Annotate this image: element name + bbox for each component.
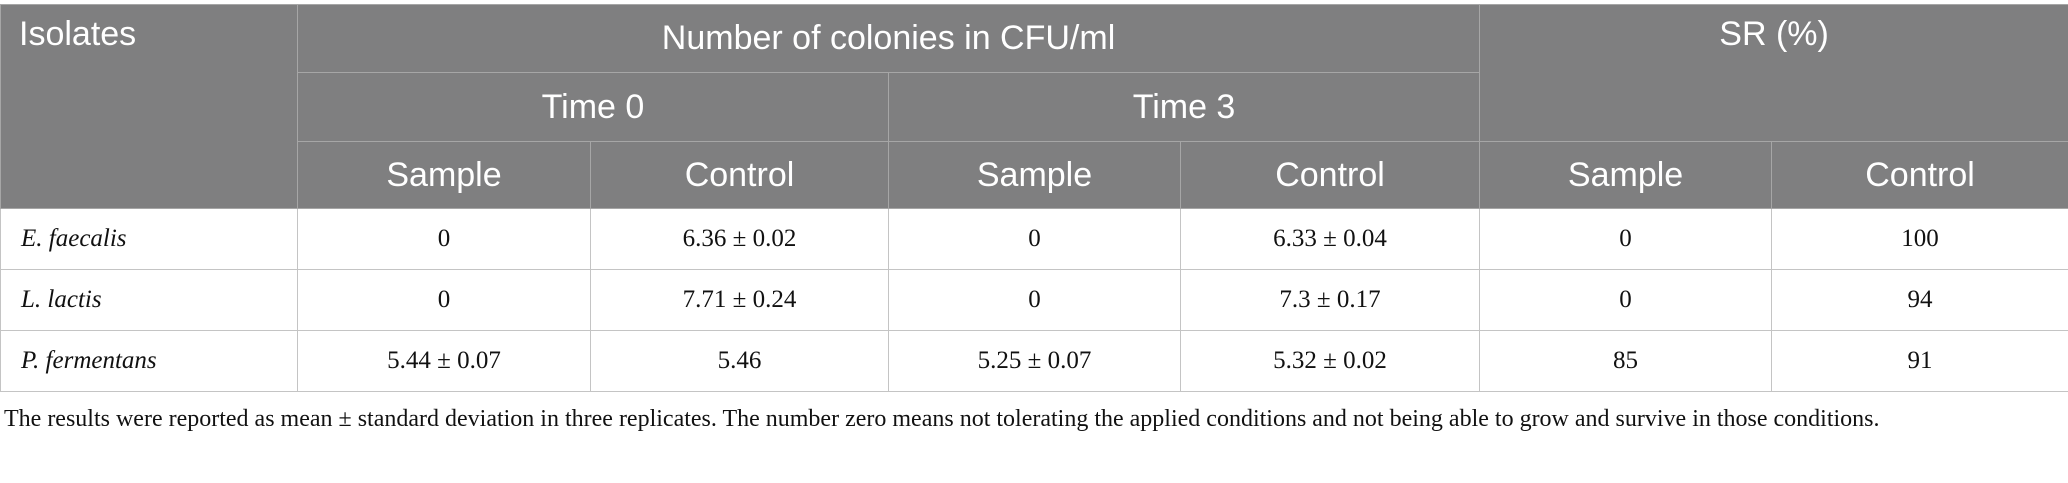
- header-cell: Time 3: [887, 72, 1481, 142]
- value-cell: 6.33 ± 0.04: [1179, 208, 1481, 270]
- table-header: Isolates Number of colonies in CFU/ml SR…: [0, 4, 2068, 209]
- table-row: E. faecalis 0 6.36 ± 0.02 0 6.33 ± 0.04 0 100: [0, 208, 2068, 270]
- value-cell: 0: [888, 208, 1181, 270]
- isolate-cell: L. lactis: [0, 269, 298, 331]
- value-cell: 91: [1771, 330, 2068, 392]
- header-cell: Control: [1771, 141, 2068, 209]
- header-cell: Sample: [888, 141, 1181, 209]
- isolate-cell: E. faecalis: [0, 208, 298, 270]
- value-cell: 0: [1479, 208, 1773, 270]
- value-cell: 5.46: [590, 330, 889, 392]
- value-cell: 5.32 ± 0.02: [1179, 330, 1481, 392]
- value-cell: 100: [1771, 208, 2068, 270]
- header-cell: SR (%): [1479, 4, 2068, 142]
- table-body: E. faecalis 0 6.36 ± 0.02 0 6.33 ± 0.04 0 100 L…: [0, 208, 2068, 392]
- table-row: P. fermentans 5.44 ± 0.07 5.46 5.25 ± 0.07 5…: [0, 330, 2068, 392]
- value-cell: 7.3 ± 0.17: [1179, 269, 1481, 331]
- value-cell: 85: [1479, 330, 1773, 392]
- header-cell: Number of colonies in CFU/ml: [296, 4, 1481, 73]
- value-cell: 94: [1771, 269, 2068, 331]
- value-cell: 0: [888, 269, 1181, 331]
- header-cell: Control: [590, 141, 889, 209]
- data-table: Isolates Number of colonies in CFU/ml SR…: [0, 4, 2068, 392]
- value-cell: 0: [1479, 269, 1773, 331]
- value-cell: 5.25 ± 0.07: [888, 330, 1181, 392]
- value-cell: 0: [297, 269, 591, 331]
- value-cell: 0: [297, 208, 591, 270]
- footnote: The results were reported as mean ± stan…: [4, 406, 1880, 432]
- header-row: Sample Control Sample Control Sample Control: [1, 141, 2068, 209]
- isolate-cell: P. fermentans: [0, 330, 298, 392]
- header-cell: Sample: [1479, 141, 1773, 209]
- header-cell: Isolates: [0, 4, 298, 209]
- header-cell: Control: [1179, 141, 1481, 209]
- value-cell: 6.36 ± 0.02: [590, 208, 889, 270]
- value-cell: 7.71 ± 0.24: [590, 269, 889, 331]
- header-cell: Sample: [297, 141, 591, 209]
- table-wrap: Isolates Number of colonies in CFU/ml SR…: [0, 4, 2068, 432]
- table-row: L. lactis 0 7.71 ± 0.24 0 7.3 ± 0.17 0 94: [0, 269, 2068, 331]
- value-cell: 5.44 ± 0.07: [297, 330, 591, 392]
- header-cell: Time 0: [297, 72, 889, 142]
